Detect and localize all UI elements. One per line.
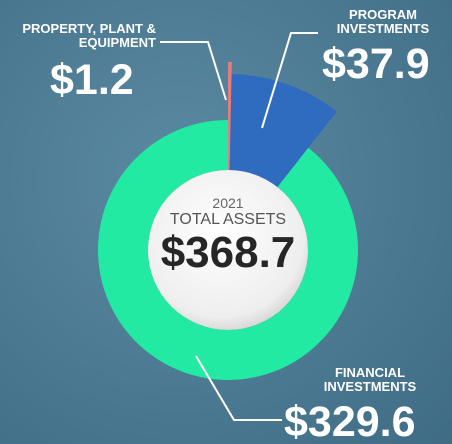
center-disc [148, 170, 308, 330]
leader-line [160, 41, 227, 101]
center-total: $368.7 [160, 228, 296, 277]
center-caption: TOTAL ASSETS [169, 211, 287, 228]
category-label: PROGRAM INVESTMENTS [336, 7, 430, 36]
leader-line [261, 32, 318, 129]
center-year: 2021 [212, 195, 244, 211]
value-label: $329.6 [284, 398, 416, 444]
donut-segment [229, 74, 337, 188]
category-label: PROPERTY, PLANT & EQUIPMENT [22, 21, 156, 50]
value-label: $1.2 [50, 56, 134, 104]
donut-segment [98, 120, 359, 380]
value-label: $37.9 [322, 40, 430, 88]
leader-line [195, 355, 282, 421]
donut-segment [228, 62, 232, 171]
category-label: FINANCIAL INVESTMENTS [323, 365, 417, 394]
